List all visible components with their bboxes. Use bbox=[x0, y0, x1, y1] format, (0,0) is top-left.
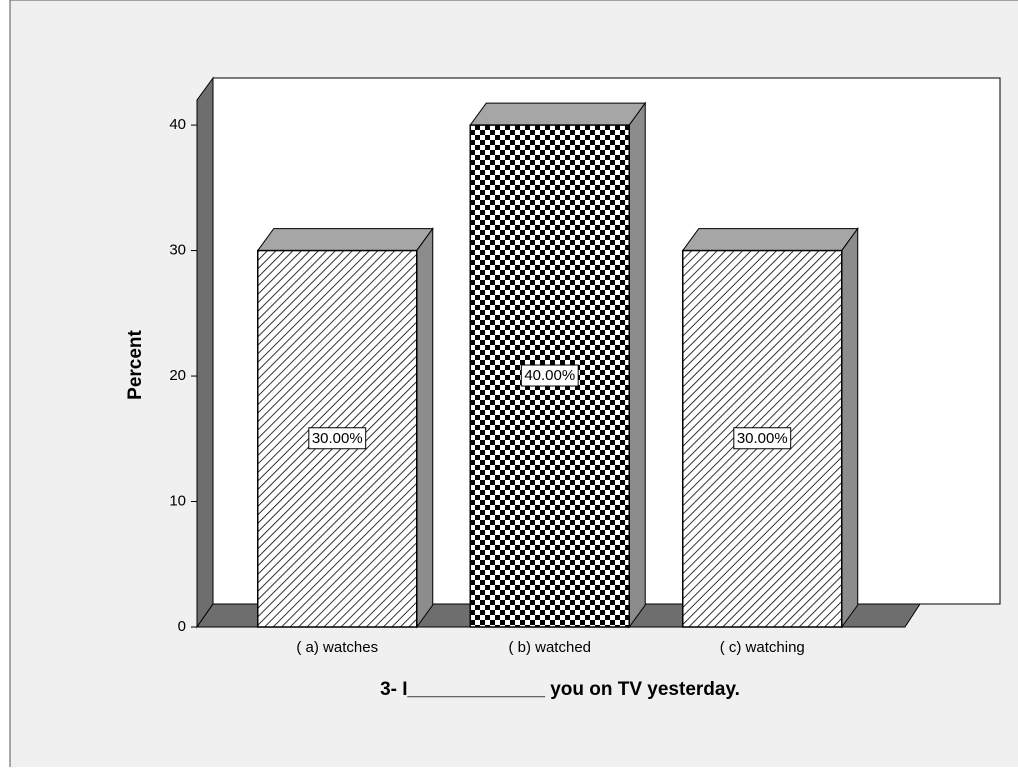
y-tick-label: 30 bbox=[169, 242, 186, 259]
bar-top bbox=[681, 228, 859, 252]
x-tick-label: ( c) watching bbox=[720, 639, 805, 656]
bar-side bbox=[841, 227, 859, 629]
x-tick-label: ( b) watched bbox=[508, 639, 591, 656]
value-label-box bbox=[520, 364, 579, 387]
bar-top bbox=[256, 228, 434, 252]
bar-top bbox=[469, 102, 647, 126]
x-tick-label: ( a) watches bbox=[296, 639, 378, 656]
y-tick-label: 0 bbox=[178, 618, 186, 635]
value-label-box bbox=[308, 427, 367, 450]
value-label: 40.00% bbox=[524, 367, 575, 384]
y-axis-title: Percent bbox=[125, 329, 146, 399]
y-tick-label: 40 bbox=[169, 116, 186, 133]
y-tick-label: 10 bbox=[169, 492, 186, 509]
left-wall bbox=[196, 76, 214, 629]
value-label: 30.00% bbox=[312, 430, 363, 447]
value-label: 30.00% bbox=[737, 430, 788, 447]
bar-side bbox=[628, 101, 646, 629]
x-axis-title: 3- I_____________ you on TV yesterday. bbox=[380, 679, 740, 700]
value-label-box bbox=[733, 427, 792, 450]
y-tick-label: 20 bbox=[169, 367, 186, 384]
bar-side bbox=[416, 227, 434, 629]
